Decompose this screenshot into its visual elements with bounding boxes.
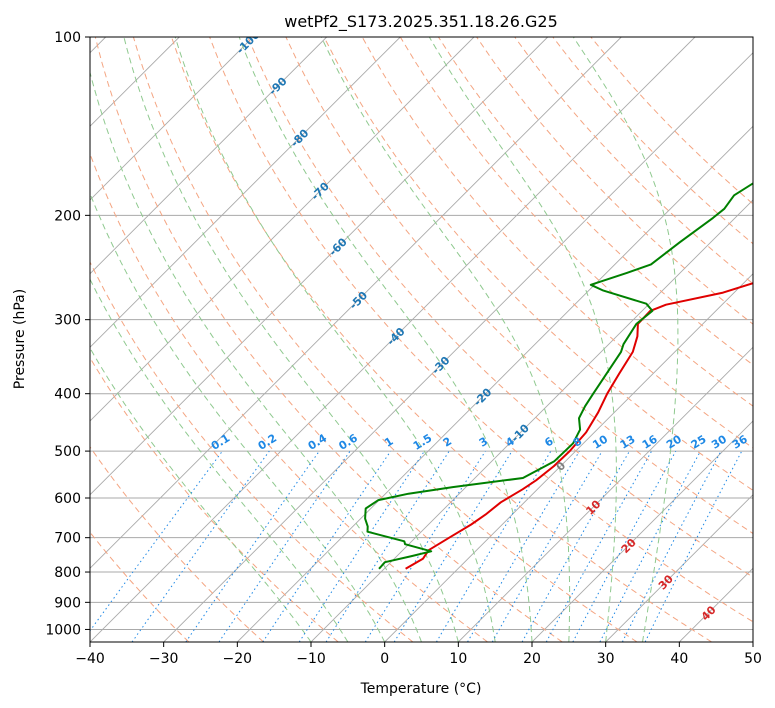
- isotherm-line: [531, 420, 753, 642]
- chart-title: wetPf2_S173.2025.351.18.26.G25: [284, 12, 558, 32]
- dry-adiabat-line: [90, 446, 264, 642]
- x-tick-label: 10: [449, 651, 467, 667]
- isotherm-line: [236, 125, 753, 642]
- mixing-ratio-line: [435, 450, 552, 642]
- y-tick-label: 300: [54, 313, 81, 329]
- isotherm-line: [605, 494, 753, 642]
- plot-frame: [89, 36, 754, 643]
- isotherm-line: [90, 37, 622, 569]
- y-tick-label: 900: [54, 595, 81, 611]
- mixing-ratio-line: [364, 450, 486, 642]
- x-tick-label: 0: [380, 651, 389, 667]
- y-tick-label: 500: [54, 444, 81, 460]
- mixing-ratio-line: [572, 450, 677, 642]
- isotherm-line: [457, 346, 753, 642]
- isotherm-line: [90, 37, 475, 422]
- moist-adiabat-line: [90, 347, 312, 642]
- x-tick-label: −20: [223, 651, 253, 667]
- moist-adiabat-line: [428, 37, 617, 642]
- moist-adiabat-line: [320, 37, 571, 642]
- mixing-ratio-line: [467, 450, 580, 642]
- mixing-ratio-line: [298, 450, 425, 642]
- temperature-profile-line: [405, 282, 753, 570]
- moist-adiabat-line: [90, 278, 349, 642]
- mixing-ratio-line: [599, 450, 701, 642]
- x-tick-label: −40: [75, 651, 105, 667]
- isotherm-line: [90, 37, 549, 496]
- isotherm-line: [90, 37, 254, 201]
- x-tick-label: 30: [597, 651, 615, 667]
- dry-adiabat-line: [90, 260, 414, 642]
- dry-adiabat-line: [514, 37, 753, 285]
- moist-adiabat-line: [572, 37, 679, 642]
- y-tick-label: 700: [54, 531, 81, 547]
- dry-adiabat-line: [247, 37, 753, 578]
- dry-adiabat-line: [323, 37, 753, 491]
- moist-adiabat-line: [238, 37, 533, 642]
- dry-adiabat-line: [209, 37, 753, 623]
- y-tick-label: 100: [54, 30, 81, 46]
- x-tick-label: 40: [670, 651, 688, 667]
- y-tick-label: 400: [54, 387, 81, 403]
- x-tick-label: 50: [744, 651, 762, 667]
- y-tick-label: 1000: [45, 622, 81, 638]
- dry-adiabat-line: [132, 37, 638, 642]
- dry-adiabat-line: [171, 37, 712, 642]
- isotherm-line: [384, 273, 753, 642]
- moist-adiabat-line: [90, 192, 386, 642]
- isotherm-line: [90, 37, 696, 642]
- dewpoint-profile-line: [364, 182, 753, 570]
- x-tick-label: −30: [149, 651, 179, 667]
- x-tick-label: −10: [296, 651, 326, 667]
- plot-area: 0.1 0.2 0.4 0.6 1 1.5 2 3 4 6 8 10 13 16 20 25 30 36-100-…: [90, 37, 753, 642]
- mixing-ratio-line: [262, 450, 392, 642]
- y-tick-label: 800: [54, 565, 81, 581]
- dry-adiabat-line: [94, 37, 563, 642]
- moist-adiabat-line: [90, 70, 422, 642]
- mixing-ratio-line: [393, 450, 513, 642]
- dry-adiabat-line: [285, 37, 753, 535]
- x-axis-label: Temperature (°C): [360, 681, 482, 697]
- dry-adiabat-line: [476, 37, 753, 325]
- isotherm-line: [752, 641, 753, 642]
- isotherm-line: [90, 37, 328, 275]
- y-tick-label: 600: [54, 491, 81, 507]
- mixing-ratio-line: [185, 450, 320, 642]
- moist-adiabat-line: [123, 37, 459, 642]
- isotherm-line: [163, 52, 753, 642]
- y-axis-label: Pressure (hPa): [12, 289, 28, 389]
- x-tick-label: 20: [523, 651, 541, 667]
- moist-adiabat-line: [174, 37, 496, 642]
- mixing-ratio-line: [218, 450, 351, 642]
- mixing-ratio-line: [325, 450, 450, 642]
- y-tick-label: 200: [54, 208, 81, 224]
- isotherm-line: [90, 37, 401, 348]
